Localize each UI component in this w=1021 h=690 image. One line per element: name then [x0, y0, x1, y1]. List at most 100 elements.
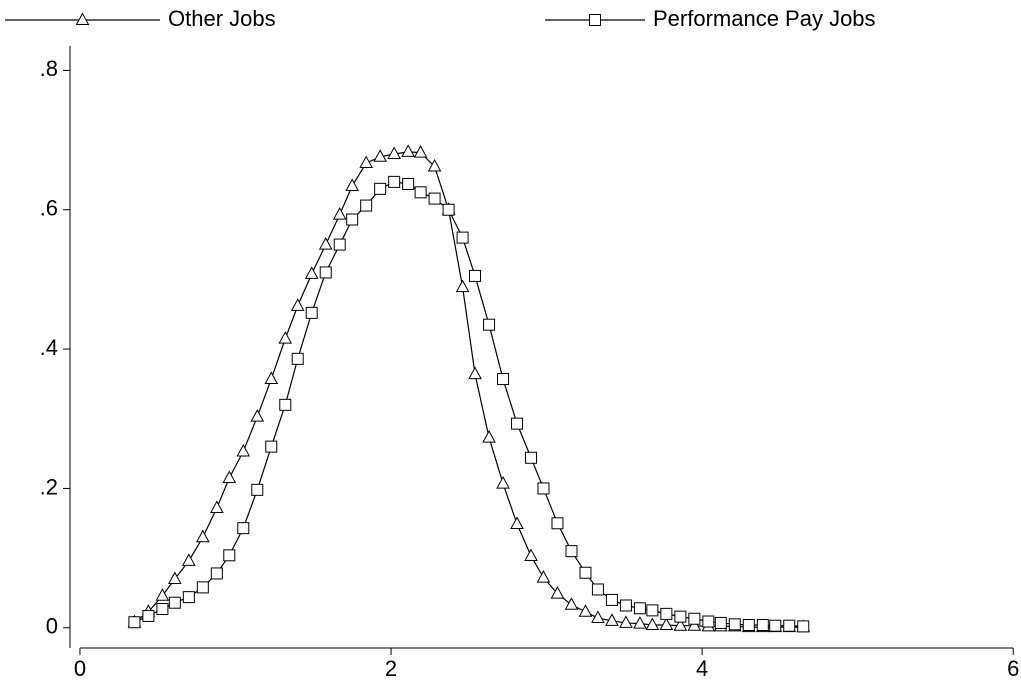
x-tick-label: 4: [696, 656, 708, 681]
marker: [333, 238, 346, 251]
marker: [251, 483, 264, 496]
marker: [564, 597, 579, 610]
marker: [455, 279, 470, 293]
marker: [660, 607, 673, 620]
marker: [769, 619, 782, 632]
marker: [482, 430, 496, 443]
marker: [168, 596, 181, 609]
x-tick-label: 6: [1007, 656, 1019, 681]
marker: [156, 602, 169, 615]
marker: [633, 602, 646, 615]
y-tick-label: 0: [46, 614, 58, 639]
marker: [318, 237, 333, 250]
marker: [142, 609, 155, 622]
marker: [427, 158, 442, 172]
marker: [728, 618, 741, 631]
legend-marker: [589, 14, 601, 26]
marker: [279, 398, 292, 411]
marker: [345, 178, 360, 192]
marker: [797, 620, 810, 633]
marker: [388, 175, 401, 188]
y-tick-label: .6: [40, 196, 58, 221]
marker: [196, 581, 209, 594]
marker: [332, 207, 347, 220]
marker: [209, 500, 224, 513]
marker: [551, 517, 564, 530]
marker: [346, 213, 359, 226]
marker: [359, 155, 373, 169]
marker: [756, 619, 769, 632]
marker: [688, 612, 701, 625]
marker: [237, 522, 250, 535]
marker: [402, 177, 415, 190]
marker: [195, 529, 210, 543]
marker: [536, 570, 551, 583]
marker: [605, 593, 618, 606]
marker: [578, 604, 593, 617]
marker: [290, 298, 305, 311]
marker: [181, 553, 196, 566]
legend-marker: [75, 12, 90, 25]
marker: [714, 616, 727, 629]
marker: [387, 146, 401, 159]
legend-label: Other Jobs: [168, 6, 276, 31]
marker: [702, 615, 715, 628]
marker: [182, 591, 195, 604]
marker: [497, 373, 510, 386]
marker: [591, 610, 605, 624]
marker: [619, 615, 633, 628]
marker: [222, 470, 237, 483]
marker: [524, 548, 538, 562]
marker: [468, 366, 482, 380]
marker: [155, 588, 170, 601]
marker: [360, 199, 373, 212]
marker: [550, 586, 565, 599]
marker: [674, 610, 687, 623]
marker: [373, 149, 387, 162]
marker: [619, 599, 632, 612]
marker: [633, 616, 647, 629]
marker: [605, 613, 619, 626]
marker: [401, 144, 415, 157]
y-tick-label: .4: [40, 335, 58, 360]
marker: [537, 482, 550, 495]
marker: [265, 440, 278, 453]
marker: [414, 186, 427, 199]
marker: [646, 604, 659, 617]
marker: [483, 318, 496, 331]
marker: [413, 145, 428, 158]
marker: [374, 182, 387, 195]
marker: [278, 331, 293, 344]
marker: [496, 476, 510, 489]
marker: [525, 451, 538, 464]
marker: [167, 571, 182, 585]
marker: [319, 266, 332, 279]
marker: [591, 583, 604, 596]
marker: [304, 266, 319, 279]
x-tick-label: 0: [74, 656, 86, 681]
marker: [128, 616, 141, 629]
y-tick-label: .8: [40, 56, 58, 81]
marker: [264, 371, 279, 385]
marker: [565, 545, 578, 558]
marker: [469, 269, 482, 282]
legend-label: Performance Pay Jobs: [653, 6, 876, 31]
marker: [645, 617, 660, 631]
marker: [456, 231, 469, 244]
marker: [659, 617, 674, 631]
marker: [783, 619, 796, 632]
marker: [428, 192, 441, 205]
marker: [442, 203, 455, 216]
marker: [210, 567, 223, 580]
marker: [673, 618, 688, 631]
marker: [742, 619, 755, 632]
marker: [511, 417, 524, 430]
marker: [291, 352, 304, 365]
marker: [305, 306, 318, 319]
marker: [236, 443, 251, 457]
marker: [250, 409, 265, 422]
y-tick-label: .2: [40, 474, 58, 499]
x-tick-label: 2: [385, 656, 397, 681]
marker: [223, 549, 236, 562]
